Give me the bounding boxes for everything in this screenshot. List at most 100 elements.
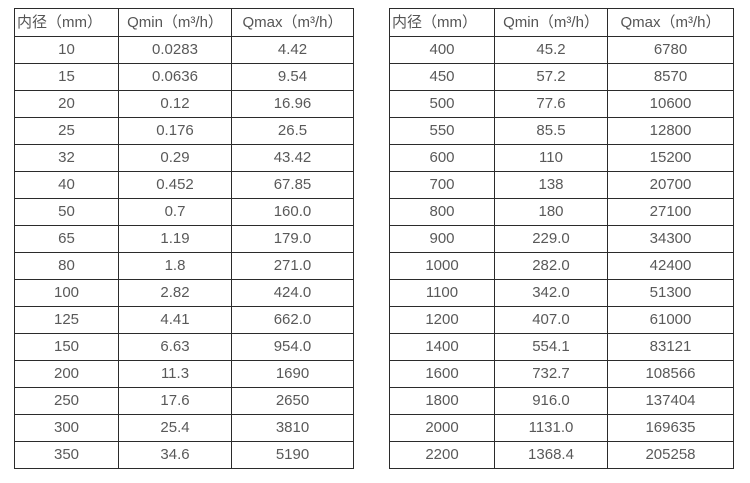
table-cell: 800 [389, 198, 495, 226]
table-cell: 15 [14, 63, 119, 91]
table-row: 65 1.19 179.0 [14, 225, 354, 253]
table-cell: 51300 [607, 279, 734, 307]
table-cell: 32 [14, 144, 119, 172]
table-cell: 34.6 [118, 441, 232, 469]
table-cell: 6780 [607, 36, 734, 64]
table-cell: 5190 [231, 441, 354, 469]
table-header-row: 内径（mm） Qmin（m³/h） Qmax（m³/h） [14, 8, 354, 37]
table-row: 1000 282.0 42400 [389, 252, 734, 280]
table-cell: 407.0 [494, 306, 608, 334]
table-row: 10 0.0283 4.42 [14, 36, 354, 64]
table-cell: 2650 [231, 387, 354, 415]
table-row: 80 1.8 271.0 [14, 252, 354, 280]
table-row: 25 0.176 26.5 [14, 117, 354, 145]
table-cell: 0.176 [118, 117, 232, 145]
table-cell: 85.5 [494, 117, 608, 145]
table-cell: 20700 [607, 171, 734, 199]
table-cell: 150 [14, 333, 119, 361]
table-cell: 200 [14, 360, 119, 388]
table-cell: 17.6 [118, 387, 232, 415]
table-row: 1400 554.1 83121 [389, 333, 734, 361]
table-row: 300 25.4 3810 [14, 414, 354, 442]
table-row: 450 57.2 8570 [389, 63, 734, 91]
table-row: 550 85.5 12800 [389, 117, 734, 145]
table-cell: 67.85 [231, 171, 354, 199]
table-cell: 108566 [607, 360, 734, 388]
table-cell: 271.0 [231, 252, 354, 280]
table-row: 1800 916.0 137404 [389, 387, 734, 415]
table-cell: 250 [14, 387, 119, 415]
table-cell: 77.6 [494, 90, 608, 118]
table-cell: 0.452 [118, 171, 232, 199]
table-cell: 954.0 [231, 333, 354, 361]
column-header-qmin: Qmin（m³/h） [118, 8, 232, 37]
table-cell: 6.63 [118, 333, 232, 361]
column-header-qmin: Qmin（m³/h） [494, 8, 608, 37]
table-row: 100 2.82 424.0 [14, 279, 354, 307]
table-cell: 43.42 [231, 144, 354, 172]
table-cell: 100 [14, 279, 119, 307]
table-row: 1200 407.0 61000 [389, 306, 734, 334]
table-cell: 1.19 [118, 225, 232, 253]
table-cell: 27100 [607, 198, 734, 226]
table-row: 200 11.3 1690 [14, 360, 354, 388]
table-row: 40 0.452 67.85 [14, 171, 354, 199]
table-cell: 16.96 [231, 90, 354, 118]
table-row: 2000 1131.0 169635 [389, 414, 734, 442]
table-row: 150 6.63 954.0 [14, 333, 354, 361]
table-cell: 1800 [389, 387, 495, 415]
table-cell: 916.0 [494, 387, 608, 415]
table-cell: 2.82 [118, 279, 232, 307]
table-cell: 2000 [389, 414, 495, 442]
table-body: 10 0.0283 4.42 15 0.0636 9.54 20 0.12 16.96 25 0.1… [14, 36, 354, 469]
table-cell: 15200 [607, 144, 734, 172]
table-row: 600 110 15200 [389, 144, 734, 172]
table-cell: 1.8 [118, 252, 232, 280]
table-row: 700 138 20700 [389, 171, 734, 199]
table-cell: 1400 [389, 333, 495, 361]
table-cell: 10600 [607, 90, 734, 118]
table-row: 350 34.6 5190 [14, 441, 354, 469]
table-row: 32 0.29 43.42 [14, 144, 354, 172]
table-cell: 1131.0 [494, 414, 608, 442]
table-cell: 1100 [389, 279, 495, 307]
table-cell: 83121 [607, 333, 734, 361]
table-row: 250 17.6 2650 [14, 387, 354, 415]
table-cell: 125 [14, 306, 119, 334]
table-cell: 350 [14, 441, 119, 469]
table-cell: 12800 [607, 117, 734, 145]
table-cell: 1200 [389, 306, 495, 334]
table-cell: 137404 [607, 387, 734, 415]
table-cell: 26.5 [231, 117, 354, 145]
column-header-inner-diameter: 内径（mm） [14, 8, 119, 37]
flow-spec-table-left: 内径（mm） Qmin（m³/h） Qmax（m³/h） 10 0.0283 4.4… [14, 8, 354, 469]
table-cell: 65 [14, 225, 119, 253]
table-row: 1600 732.7 108566 [389, 360, 734, 388]
table-cell: 11.3 [118, 360, 232, 388]
table-cell: 0.7 [118, 198, 232, 226]
table-cell: 205258 [607, 441, 734, 469]
table-cell: 600 [389, 144, 495, 172]
table-body: 400 45.2 6780 450 57.2 8570 500 77.6 10600 550 85.… [389, 36, 734, 469]
table-cell: 732.7 [494, 360, 608, 388]
table-cell: 300 [14, 414, 119, 442]
table-row: 900 229.0 34300 [389, 225, 734, 253]
table-cell: 57.2 [494, 63, 608, 91]
table-cell: 25.4 [118, 414, 232, 442]
table-cell: 10 [14, 36, 119, 64]
table-cell: 138 [494, 171, 608, 199]
table-row: 400 45.2 6780 [389, 36, 734, 64]
table-header-row: 内径（mm） Qmin（m³/h） Qmax（m³/h） [389, 8, 734, 37]
table-cell: 342.0 [494, 279, 608, 307]
table-cell: 400 [389, 36, 495, 64]
table-cell: 0.29 [118, 144, 232, 172]
table-cell: 424.0 [231, 279, 354, 307]
table-cell: 50 [14, 198, 119, 226]
table-cell: 20 [14, 90, 119, 118]
column-header-inner-diameter: 内径（mm） [389, 8, 495, 37]
table-cell: 40 [14, 171, 119, 199]
table-row: 15 0.0636 9.54 [14, 63, 354, 91]
column-header-qmax: Qmax（m³/h） [607, 8, 734, 37]
table-row: 1100 342.0 51300 [389, 279, 734, 307]
column-header-qmax: Qmax（m³/h） [231, 8, 354, 37]
